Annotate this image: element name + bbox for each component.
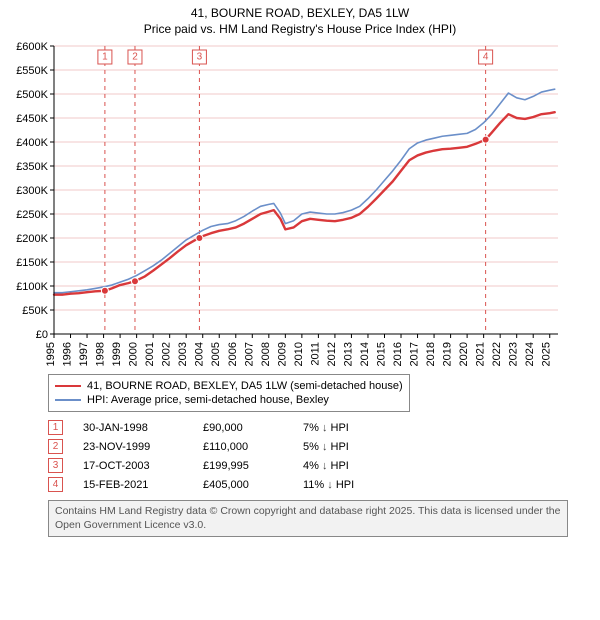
legend-swatch	[55, 385, 81, 387]
svg-text:£450K: £450K	[16, 113, 48, 125]
legend-item: 41, BOURNE ROAD, BEXLEY, DA5 1LW (semi-d…	[55, 379, 403, 393]
event-delta: 5% ↓ HPI	[303, 437, 364, 456]
svg-text:2015: 2015	[375, 342, 387, 366]
event-row: 4 15-FEB-2021£405,00011% ↓ HPI	[48, 475, 364, 494]
svg-text:£150K: £150K	[16, 257, 48, 269]
svg-text:£550K: £550K	[16, 65, 48, 77]
event-price: £110,000	[203, 437, 303, 456]
svg-text:2009: 2009	[276, 342, 288, 366]
event-price: £199,995	[203, 456, 303, 475]
event-delta: 7% ↓ HPI	[303, 418, 364, 437]
footer-attribution: Contains HM Land Registry data © Crown c…	[48, 500, 568, 537]
svg-text:1995: 1995	[45, 342, 57, 366]
svg-text:2021: 2021	[475, 342, 487, 366]
event-marker-icon: 2	[48, 439, 63, 454]
svg-text:2018: 2018	[425, 342, 437, 366]
event-date: 17-OCT-2003	[83, 456, 203, 475]
svg-text:1997: 1997	[78, 342, 90, 366]
event-delta: 4% ↓ HPI	[303, 456, 364, 475]
event-row: 2 23-NOV-1999£110,0005% ↓ HPI	[48, 437, 364, 456]
svg-text:2011: 2011	[309, 342, 321, 366]
event-date: 15-FEB-2021	[83, 475, 203, 494]
svg-text:£250K: £250K	[16, 209, 48, 221]
chart-plot: £0 £50K £100K £150K £200K £250K £300K £350K £400…	[8, 40, 592, 370]
event-marker-icon: 4	[48, 477, 63, 492]
svg-text:2013: 2013	[342, 342, 354, 366]
svg-text:£600K: £600K	[16, 41, 48, 53]
svg-text:£100K: £100K	[16, 281, 48, 293]
svg-text:2022: 2022	[491, 342, 503, 366]
svg-text:4: 4	[483, 52, 489, 63]
svg-text:2020: 2020	[458, 342, 470, 366]
svg-text:2008: 2008	[260, 342, 272, 366]
event-marker-icon: 3	[48, 458, 63, 473]
svg-text:£500K: £500K	[16, 89, 48, 101]
event-price: £90,000	[203, 418, 303, 437]
svg-text:2005: 2005	[210, 342, 222, 366]
svg-text:2024: 2024	[524, 342, 536, 366]
svg-text:1996: 1996	[62, 342, 74, 366]
event-date: 23-NOV-1999	[83, 437, 203, 456]
svg-text:£200K: £200K	[16, 233, 48, 245]
svg-text:2023: 2023	[508, 342, 520, 366]
svg-text:2014: 2014	[359, 342, 371, 366]
svg-text:3: 3	[197, 52, 203, 63]
svg-text:1998: 1998	[95, 342, 107, 366]
svg-text:2017: 2017	[409, 342, 421, 366]
legend-label: 41, BOURNE ROAD, BEXLEY, DA5 1LW (semi-d…	[87, 379, 403, 393]
svg-text:2001: 2001	[144, 342, 156, 366]
legend-label: HPI: Average price, semi-detached house,…	[87, 393, 329, 407]
svg-text:£350K: £350K	[16, 161, 48, 173]
title-address: 41, BOURNE ROAD, BEXLEY, DA5 1LW	[8, 6, 592, 20]
event-row: 3 17-OCT-2003£199,9954% ↓ HPI	[48, 456, 364, 475]
chart-svg: £0 £50K £100K £150K £200K £250K £300K £350K £400…	[8, 40, 568, 370]
chart-container: 41, BOURNE ROAD, BEXLEY, DA5 1LW Price p…	[0, 0, 600, 545]
svg-text:2016: 2016	[392, 342, 404, 366]
svg-text:2003: 2003	[177, 342, 189, 366]
svg-text:2019: 2019	[442, 342, 454, 366]
svg-text:2000: 2000	[128, 342, 140, 366]
event-marker-icon: 1	[48, 420, 63, 435]
title-subtitle: Price paid vs. HM Land Registry's House …	[8, 22, 592, 36]
svg-text:2006: 2006	[227, 342, 239, 366]
legend-item: HPI: Average price, semi-detached house,…	[55, 393, 403, 407]
svg-text:1999: 1999	[111, 342, 123, 366]
event-date: 30-JAN-1998	[83, 418, 203, 437]
svg-text:£300K: £300K	[16, 185, 48, 197]
events-table: 1 30-JAN-1998£90,0007% ↓ HPI 2 23-NOV-1999£…	[48, 418, 592, 494]
svg-text:2004: 2004	[194, 342, 206, 366]
svg-text:£50K: £50K	[22, 305, 48, 317]
svg-text:£0: £0	[36, 329, 48, 341]
svg-text:£400K: £400K	[16, 137, 48, 149]
event-delta: 11% ↓ HPI	[303, 475, 364, 494]
svg-text:2012: 2012	[326, 342, 338, 366]
svg-text:2002: 2002	[161, 342, 173, 366]
svg-text:1: 1	[102, 52, 108, 63]
svg-text:2025: 2025	[541, 342, 553, 366]
event-price: £405,000	[203, 475, 303, 494]
event-row: 1 30-JAN-1998£90,0007% ↓ HPI	[48, 418, 364, 437]
chart-titles: 41, BOURNE ROAD, BEXLEY, DA5 1LW Price p…	[8, 6, 592, 36]
svg-text:2007: 2007	[243, 342, 255, 366]
legend-box: 41, BOURNE ROAD, BEXLEY, DA5 1LW (semi-d…	[48, 374, 410, 412]
legend-swatch	[55, 399, 81, 401]
svg-text:2010: 2010	[293, 342, 305, 366]
svg-text:2: 2	[132, 52, 138, 63]
